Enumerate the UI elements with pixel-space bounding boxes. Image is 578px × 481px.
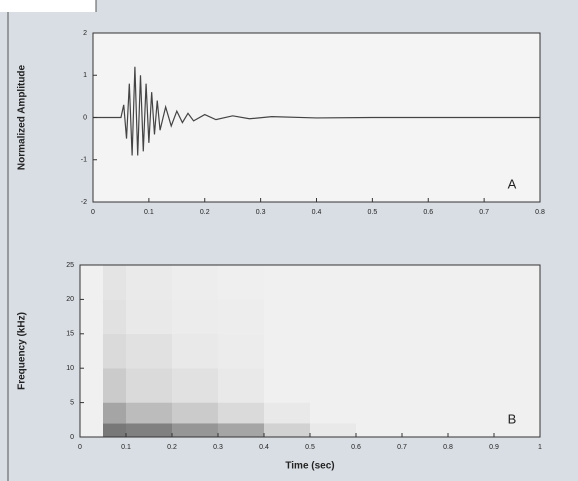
spectrogram-cell [310,265,356,300]
spectrogram-cell [126,423,172,437]
spectrogram-cell [448,423,540,437]
x-tick-label: 0.8 [443,444,453,451]
spectrogram-cell [448,299,540,334]
spectrogram-cell [356,299,448,334]
spectrogram-cell [310,333,356,369]
spectrogram-cell [218,402,264,424]
x-tick-label: 0.1 [121,444,131,451]
spectrogram-cell [264,423,310,437]
spectrogram-cell [310,402,356,424]
spectrogram-cell [103,299,126,334]
spectrogram-cell [80,368,103,403]
y-tick-label: 2 [83,30,87,37]
y-tick-label: 15 [66,331,74,338]
spectrogram-cell [356,265,448,300]
y-tick-label: -1 [81,157,87,164]
spectrogram-cell [126,265,172,300]
y-axis-label: Frequency (kHz) [17,312,28,390]
y-tick-label: 1 [83,72,87,79]
x-tick-label: 0.4 [312,209,322,216]
spectrogram-cell [264,368,310,403]
spectrogram-cell [103,368,126,403]
x-tick-label: 0 [91,209,95,216]
spectrogram-cell [80,265,103,300]
panel-label: B [508,411,517,426]
spectrogram-cell [80,299,103,334]
spectrogram-cell [264,299,310,334]
spectrogram-cell [218,423,264,437]
spectrogram-cell [448,333,540,369]
spectrogram-cell [264,333,310,369]
spectrogram-cell [103,423,126,437]
spectrogram-cell [356,423,448,437]
y-tick-label: 5 [70,399,74,406]
spectrogram-cell [103,402,126,424]
panel-label: A [508,176,517,191]
spectrogram-cell [356,368,448,403]
x-tick-label: 0.5 [305,444,315,451]
x-tick-label: 0.8 [535,209,545,216]
spectrogram-cell [448,368,540,403]
x-tick-label: 0.7 [479,209,489,216]
spectrogram-cell [103,265,126,300]
spectrogram-cell [80,333,103,369]
x-tick-label: 0.5 [368,209,378,216]
spectrogram-cell [218,368,264,403]
spectrogram-cell [172,402,218,424]
spectrogram-cell [80,402,103,424]
spectrogram-cell [448,265,540,300]
x-tick-label: 0 [78,444,82,451]
x-tick-label: 0.7 [397,444,407,451]
x-tick-label: 0.4 [259,444,269,451]
spectrogram-cell [172,299,218,334]
spectrogram-cell [126,299,172,334]
spectrogram-cell [356,402,448,424]
y-tick-label: -2 [81,199,87,206]
y-tick-label: 20 [66,296,74,303]
spectrogram-cell [218,333,264,369]
spectrogram-cell [218,265,264,300]
spectrogram-cell [172,423,218,437]
spectrogram-cell [172,333,218,369]
x-tick-label: 0.1 [144,209,154,216]
spectrogram-cell [218,299,264,334]
x-tick-label: 1 [538,444,542,451]
spectrogram-cell [172,265,218,300]
x-tick-label: 0.3 [256,209,266,216]
waveform [93,66,540,156]
spectrogram-cell [310,368,356,403]
spectrogram-cell [126,333,172,369]
x-tick-label: 0.6 [351,444,361,451]
spectrogram-cell [310,423,356,437]
spectrogram-cell [172,368,218,403]
y-tick-label: 0 [83,114,87,121]
spectrogram-cell [264,265,310,300]
spectrogram-cell [310,299,356,334]
x-tick-label: 0.6 [423,209,433,216]
spectrogram-cell [264,402,310,424]
x-axis-label: Time (sec) [285,461,334,472]
spectrogram-cell [126,402,172,424]
y-tick-label: 25 [66,262,74,269]
spectrogram-cell [103,333,126,369]
x-tick-label: 0.2 [200,209,210,216]
y-tick-label: 10 [66,365,74,372]
spectrogram-cell [126,368,172,403]
x-tick-label: 0.9 [489,444,499,451]
spectrogram-cell [80,423,103,437]
x-tick-label: 0.3 [213,444,223,451]
x-tick-label: 0.2 [167,444,177,451]
corner-box [0,0,96,12]
spectrogram-cell [448,402,540,424]
spectrogram-cell [356,333,448,369]
y-tick-label: 0 [70,434,74,441]
y-axis-label: Normalized Amplitude [17,64,28,170]
